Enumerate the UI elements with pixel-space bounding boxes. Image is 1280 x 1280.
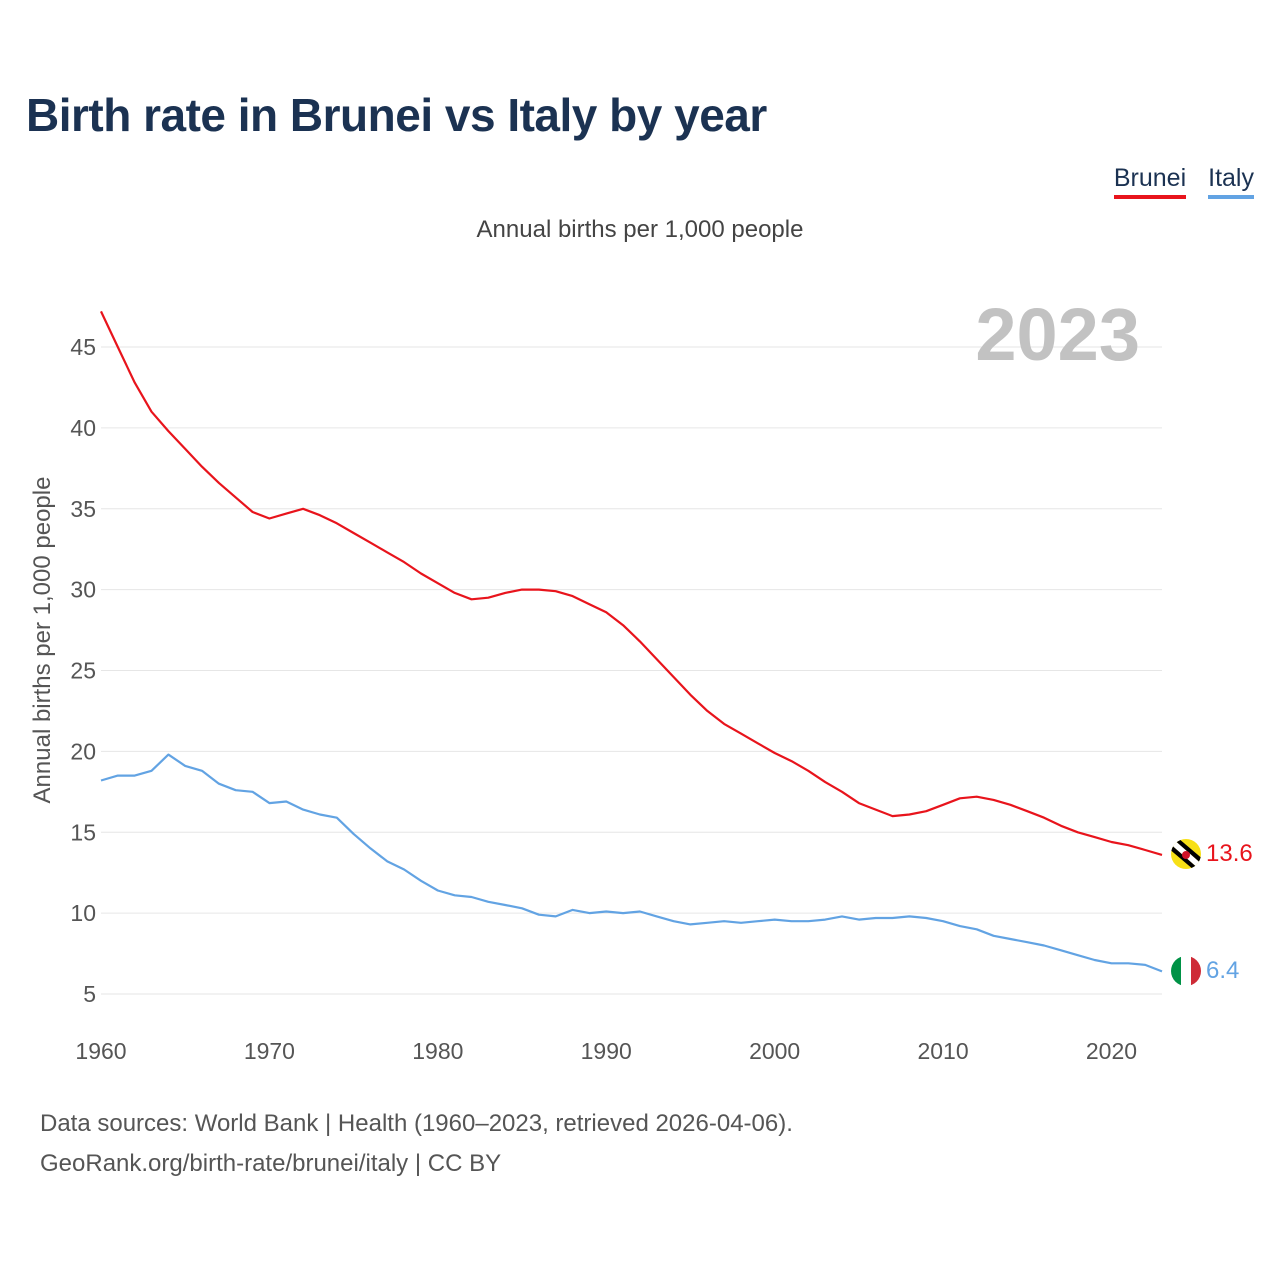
legend-item-italy[interactable]: Italy: [1208, 164, 1254, 199]
y-tick-label: 15: [70, 819, 96, 845]
end-label-brunei: 13.6: [1206, 840, 1253, 867]
x-tick-label: 1960: [75, 1038, 126, 1064]
y-tick-label: 10: [70, 900, 96, 926]
y-axis-label: Annual births per 1,000 people: [29, 477, 56, 804]
year-label: 2023: [975, 293, 1140, 376]
end-label-italy: 6.4: [1206, 957, 1239, 984]
x-tick-label: 1990: [581, 1038, 632, 1064]
legend: Brunei Italy: [1113, 164, 1254, 199]
data-source: Data sources: World Bank | Health (1960–…: [40, 1110, 793, 1137]
italy-flag-icon: [1171, 956, 1201, 986]
series-line-brunei[interactable]: [100, 310, 1163, 856]
series-line-italy[interactable]: [100, 753, 1163, 973]
chart-subtitle: Annual births per 1,000 people: [476, 216, 804, 243]
legend-item-brunei[interactable]: Brunei: [1113, 164, 1187, 199]
credit-line: GeoRank.org/birth-rate/brunei/italy | CC…: [40, 1150, 502, 1177]
y-tick-label: 40: [70, 415, 96, 441]
x-tick-label: 1980: [412, 1038, 463, 1064]
brunei-flag-icon: [1171, 839, 1201, 869]
y-tick-label: 20: [70, 738, 96, 764]
chart-title: Birth rate in Brunei vs Italy by year: [26, 89, 767, 141]
y-tick-label: 35: [70, 496, 96, 522]
y-tick-label: 25: [70, 658, 96, 684]
x-tick-label: 2010: [917, 1038, 968, 1064]
y-tick-label: 5: [83, 981, 96, 1007]
footer: Data sources: World Bank | Health (1960–…: [40, 1104, 793, 1184]
y-tick-label: 45: [70, 334, 96, 360]
x-tick-label: 2020: [1086, 1038, 1137, 1064]
x-tick-label: 2000: [749, 1038, 800, 1064]
y-tick-label: 30: [70, 577, 96, 603]
x-tick-label: 1970: [244, 1038, 295, 1064]
